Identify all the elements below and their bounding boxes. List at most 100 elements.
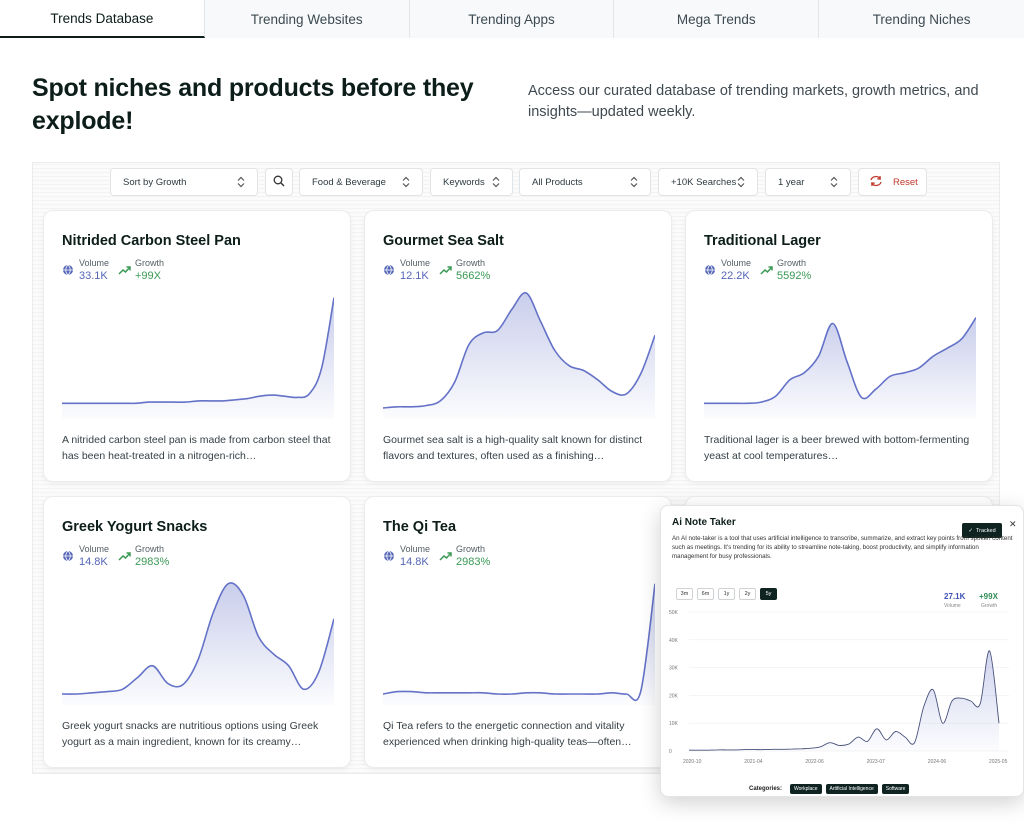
tab-trending-apps[interactable]: Trending Apps <box>409 0 615 38</box>
sort-select[interactable]: Sort by Growth <box>110 168 258 196</box>
growth-value: 2983% <box>456 556 491 568</box>
growth-label: Growth <box>456 544 486 554</box>
reset-label: Reset <box>893 176 918 188</box>
check-icon: ✓ <box>968 527 973 534</box>
volume-value: 14.8K <box>400 556 429 568</box>
growth-metric: Growth 2983% <box>118 544 169 569</box>
growth-value: 5592% <box>777 270 812 282</box>
sparkline-line <box>383 583 655 702</box>
card-description: A nitrided carbon steel pan is made from… <box>62 434 331 462</box>
growth-metric: Growth +99X <box>118 258 164 283</box>
sparkline-area <box>383 292 655 419</box>
volume-label: Volume <box>79 544 110 554</box>
card-title: Greek Yogurt Snacks <box>62 519 208 535</box>
sparkline-area <box>383 583 655 705</box>
growth-metric: Growth 5662% <box>439 258 490 283</box>
searches-select[interactable]: +10K Searches <box>658 168 758 196</box>
tab-trends-database[interactable]: Trends Database <box>0 0 205 38</box>
sparkline-line <box>62 297 334 405</box>
category-tag[interactable]: Software <box>881 784 910 794</box>
chart-line <box>688 650 1000 751</box>
y-tick-label: 30K <box>669 666 679 672</box>
range-5y[interactable]: 5y <box>760 588 777 600</box>
keywords-select[interactable]: Keywords <box>430 168 513 196</box>
trend-card[interactable]: Gourmet Sea Salt Volume 12.1K Growth 5662%… <box>364 210 672 482</box>
popup-categories: Categories: Workplace Artificial Intelli… <box>749 784 910 794</box>
reset-button[interactable]: Reset <box>858 168 927 196</box>
y-tick-label: 0 <box>669 749 672 755</box>
volume-metric: Volume 14.8K <box>383 544 430 569</box>
chevron-up-down-icon <box>237 176 245 188</box>
volume-value: 33.1K <box>79 270 108 282</box>
card-title: Gourmet Sea Salt <box>383 233 504 249</box>
volume-value: 22.2K <box>721 270 750 282</box>
page-title: Spot niches and products before they exp… <box>32 74 474 135</box>
growth-metric: Growth 5592% <box>760 258 811 283</box>
refresh-icon <box>869 175 883 190</box>
period-select[interactable]: 1 year <box>765 168 851 196</box>
popup-growth-value: +99X <box>979 592 998 601</box>
category-tag[interactable]: Workplace <box>790 784 822 794</box>
trend-detail-popup: Ai Note Taker ✓ Tracked ✕ An AI note-tak… <box>660 505 1024 797</box>
growth-value: 5662% <box>456 270 491 282</box>
popup-volume-value: 27.1K <box>944 592 966 601</box>
y-tick-label: 10K <box>669 721 679 727</box>
sparkline-line <box>704 317 976 405</box>
card-title: Traditional Lager <box>704 233 821 249</box>
y-tick-label: 50K <box>669 610 679 616</box>
products-select[interactable]: All Products <box>519 168 651 196</box>
popup-growth-label: Growth <box>981 603 998 609</box>
sparkline-area <box>62 297 334 419</box>
sparkline-line <box>383 292 655 409</box>
trend-card[interactable]: Nitrided Carbon Steel Pan Volume 33.1K Gr… <box>43 210 351 482</box>
tracked-button[interactable]: ✓ Tracked <box>962 523 1002 538</box>
category-tag[interactable]: Artificial Intelligence <box>825 784 878 794</box>
range-6m[interactable]: 6m <box>697 588 714 600</box>
search-icon <box>273 175 285 190</box>
popup-description: An AI note-taker is a tool that uses art… <box>672 535 1013 560</box>
trending-up-icon <box>760 263 773 275</box>
top-tabs: Trends Database Trending Websites Trendi… <box>0 0 1024 38</box>
tracked-label: Tracked <box>975 527 996 534</box>
trend-card[interactable]: Traditional Lager Volume 22.2K Growth 5592… <box>685 210 993 482</box>
card-title: Nitrided Carbon Steel Pan <box>62 233 241 249</box>
categories-label: Categories: <box>749 786 783 792</box>
trend-sparkline <box>62 582 334 705</box>
volume-value: 12.1K <box>400 270 429 282</box>
category-select-value: Food & Beverage <box>312 176 386 188</box>
trend-sparkline <box>383 292 655 419</box>
chart-area <box>689 650 999 751</box>
tab-mega-trends[interactable]: Mega Trends <box>614 0 820 38</box>
trend-card[interactable]: Greek Yogurt Snacks Volume 14.8K Growth 29… <box>43 496 351 768</box>
chevron-up-down-icon <box>402 176 410 188</box>
trend-card[interactable]: The Qi Tea Volume 14.8K Growth 2983% Qi Te… <box>364 496 672 768</box>
trend-sparkline <box>383 583 655 705</box>
trending-up-icon <box>118 263 131 275</box>
popup-title: Ai Note Taker <box>672 517 736 528</box>
volume-label: Volume <box>400 544 431 554</box>
popup-volume-label: Volume <box>944 603 961 609</box>
range-3m[interactable]: 3m <box>676 588 693 600</box>
card-description: Qi Tea refers to the energetic connectio… <box>383 720 632 748</box>
growth-label: Growth <box>456 258 486 268</box>
x-tick-label: 2021-04 <box>744 759 763 765</box>
sparkline-area <box>62 582 334 705</box>
chevron-up-down-icon <box>630 176 638 188</box>
close-icon[interactable]: ✕ <box>1009 519 1017 529</box>
volume-value: 14.8K <box>79 556 108 568</box>
search-button[interactable] <box>265 168 293 196</box>
growth-label: Growth <box>135 544 165 554</box>
tab-trending-websites[interactable]: Trending Websites <box>204 0 410 38</box>
range-1y[interactable]: 1y <box>718 588 735 600</box>
range-selector: 3m 6m 1y 2y 5y <box>676 588 777 600</box>
trending-up-icon <box>118 549 131 561</box>
tab-trending-niches[interactable]: Trending Niches <box>819 0 1024 38</box>
category-select[interactable]: Food & Beverage <box>299 168 423 196</box>
range-2y[interactable]: 2y <box>739 588 756 600</box>
page-subtitle: Access our curated database of trending … <box>528 83 979 120</box>
chevron-up-down-icon <box>830 176 838 188</box>
trend-sparkline <box>62 297 334 419</box>
popup-trend-chart: 50K 40K 30K 20K 10K 0 2020-10 2021-04 2022-06 202… <box>669 610 1009 765</box>
products-select-value: All Products <box>532 176 583 188</box>
growth-label: Growth <box>135 258 165 268</box>
